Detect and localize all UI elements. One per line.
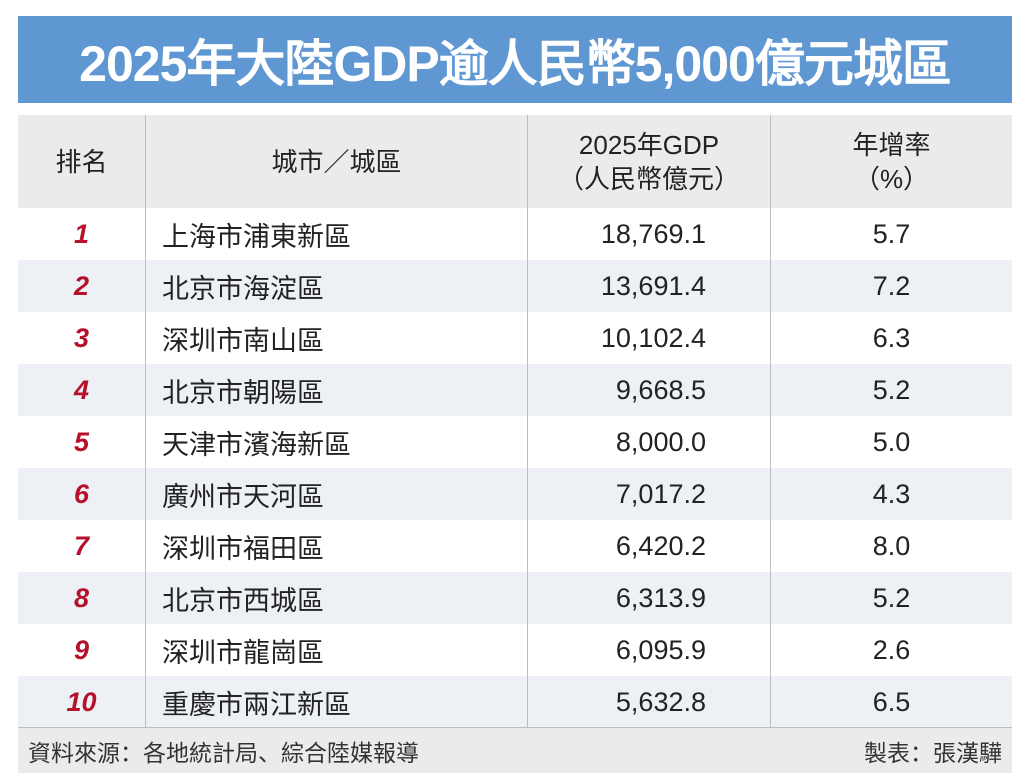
- city-cell: 廣州市天河區: [145, 468, 527, 520]
- table-row: 6 廣州市天河區 7,017.2 4.3: [18, 468, 1012, 520]
- gdp-cell: 9,668.5: [527, 364, 770, 416]
- rank-cell: 8: [73, 582, 90, 613]
- header-growth-title: 年增率: [852, 129, 931, 160]
- growth-cell: 6.3: [770, 312, 1012, 364]
- rank-cell: 10: [66, 686, 97, 717]
- rank-cell: 2: [73, 270, 90, 301]
- growth-cell: 5.0: [770, 416, 1012, 468]
- rank-cell: 1: [73, 218, 90, 249]
- gdp-cell: 8,000.0: [527, 416, 770, 468]
- table-row: 2 北京市海淀區 13,691.4 7.2: [18, 260, 1012, 312]
- growth-cell: 5.2: [770, 572, 1012, 624]
- rank-cell: 5: [73, 426, 90, 457]
- table-row: 1 上海市浦東新區 18,769.1 5.7: [18, 208, 1012, 260]
- growth-cell: 5.7: [770, 208, 1012, 260]
- rank-cell: 3: [73, 322, 90, 353]
- growth-cell: 6.5: [770, 676, 1012, 728]
- header-gdp-title: 2025年GDP: [578, 129, 720, 160]
- table-row: 3 深圳市南山區 10,102.4 6.3: [18, 312, 1012, 364]
- city-cell: 深圳市南山區: [145, 312, 527, 364]
- credit-note: 製表：張漢驊: [864, 739, 1002, 766]
- growth-cell: 7.2: [770, 260, 1012, 312]
- gdp-cell: 5,632.8: [527, 676, 770, 728]
- city-cell: 北京市朝陽區: [145, 364, 527, 416]
- gdp-cell: 13,691.4: [527, 260, 770, 312]
- gdp-cell: 6,095.9: [527, 624, 770, 676]
- table-row: 7 深圳市福田區 6,420.2 8.0: [18, 520, 1012, 572]
- gdp-cell: 6,313.9: [527, 572, 770, 624]
- city-cell: 深圳市福田區: [145, 520, 527, 572]
- city-cell: 重慶市兩江新區: [145, 676, 527, 728]
- source-note: 資料來源：各地統計局、綜合陸媒報導: [28, 739, 419, 766]
- gdp-cell: 10,102.4: [527, 312, 770, 364]
- city-cell: 北京市西城區: [145, 572, 527, 624]
- header-gdp-unit: （人民幣億元）: [557, 163, 740, 194]
- header-rank: 排名: [55, 146, 108, 177]
- table-row: 5 天津市濱海新區 8,000.0 5.0: [18, 416, 1012, 468]
- city-cell: 天津市濱海新區: [145, 416, 527, 468]
- rank-cell: 7: [73, 530, 90, 561]
- table-row: 9 深圳市龍崗區 6,095.9 2.6: [18, 624, 1012, 676]
- city-cell: 深圳市龍崗區: [145, 624, 527, 676]
- gdp-cell: 6,420.2: [527, 520, 770, 572]
- gdp-cell: 18,769.1: [527, 208, 770, 260]
- growth-cell: 8.0: [770, 520, 1012, 572]
- rank-cell: 4: [73, 374, 90, 405]
- table-row: 10 重慶市兩江新區 5,632.8 6.5: [18, 676, 1012, 728]
- header-city: 城市／城區: [145, 115, 527, 208]
- rank-cell: 6: [73, 478, 90, 509]
- rank-cell: 9: [73, 634, 90, 665]
- gdp-table: 排名 城市／城區 2025年GDP （人民幣億元） 年增率 （%） 1 上海市浦東…: [18, 115, 1012, 728]
- page-title: 2025年大陸GDP逾人民幣5,000億元城區: [18, 16, 1012, 103]
- city-cell: 北京市海淀區: [145, 260, 527, 312]
- header-growth: 年增率 （%）: [770, 115, 1012, 208]
- growth-cell: 2.6: [770, 624, 1012, 676]
- growth-cell: 5.2: [770, 364, 1012, 416]
- footer: 資料來源：各地統計局、綜合陸媒報導 製表：張漢驊: [18, 727, 1012, 773]
- table-row: 4 北京市朝陽區 9,668.5 5.2: [18, 364, 1012, 416]
- city-cell: 上海市浦東新區: [145, 208, 527, 260]
- gdp-cell: 7,017.2: [527, 468, 770, 520]
- table-header: 排名 城市／城區 2025年GDP （人民幣億元） 年增率 （%）: [18, 115, 1012, 208]
- header-growth-unit: （%）: [853, 163, 930, 194]
- header-gdp: 2025年GDP （人民幣億元）: [527, 115, 770, 208]
- growth-cell: 4.3: [770, 468, 1012, 520]
- table-row: 8 北京市西城區 6,313.9 5.2: [18, 572, 1012, 624]
